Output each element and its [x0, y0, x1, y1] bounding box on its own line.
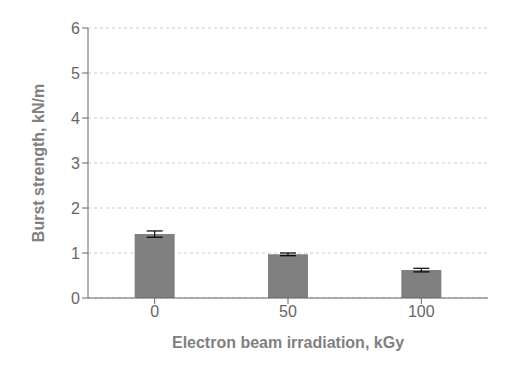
svg-text:0: 0	[71, 290, 80, 307]
svg-text:6: 6	[71, 20, 80, 37]
svg-text:0: 0	[150, 303, 159, 320]
svg-text:4: 4	[71, 110, 80, 127]
svg-text:50: 50	[279, 303, 297, 320]
svg-text:3: 3	[71, 155, 80, 172]
svg-text:Burst strength, kN/m: Burst strength, kN/m	[30, 84, 47, 242]
svg-text:Electron beam irradiation, kGy: Electron beam irradiation, kGy	[172, 334, 404, 351]
svg-text:5: 5	[71, 65, 80, 82]
svg-text:100: 100	[408, 303, 435, 320]
svg-text:1: 1	[71, 245, 80, 262]
svg-text:2: 2	[71, 200, 80, 217]
